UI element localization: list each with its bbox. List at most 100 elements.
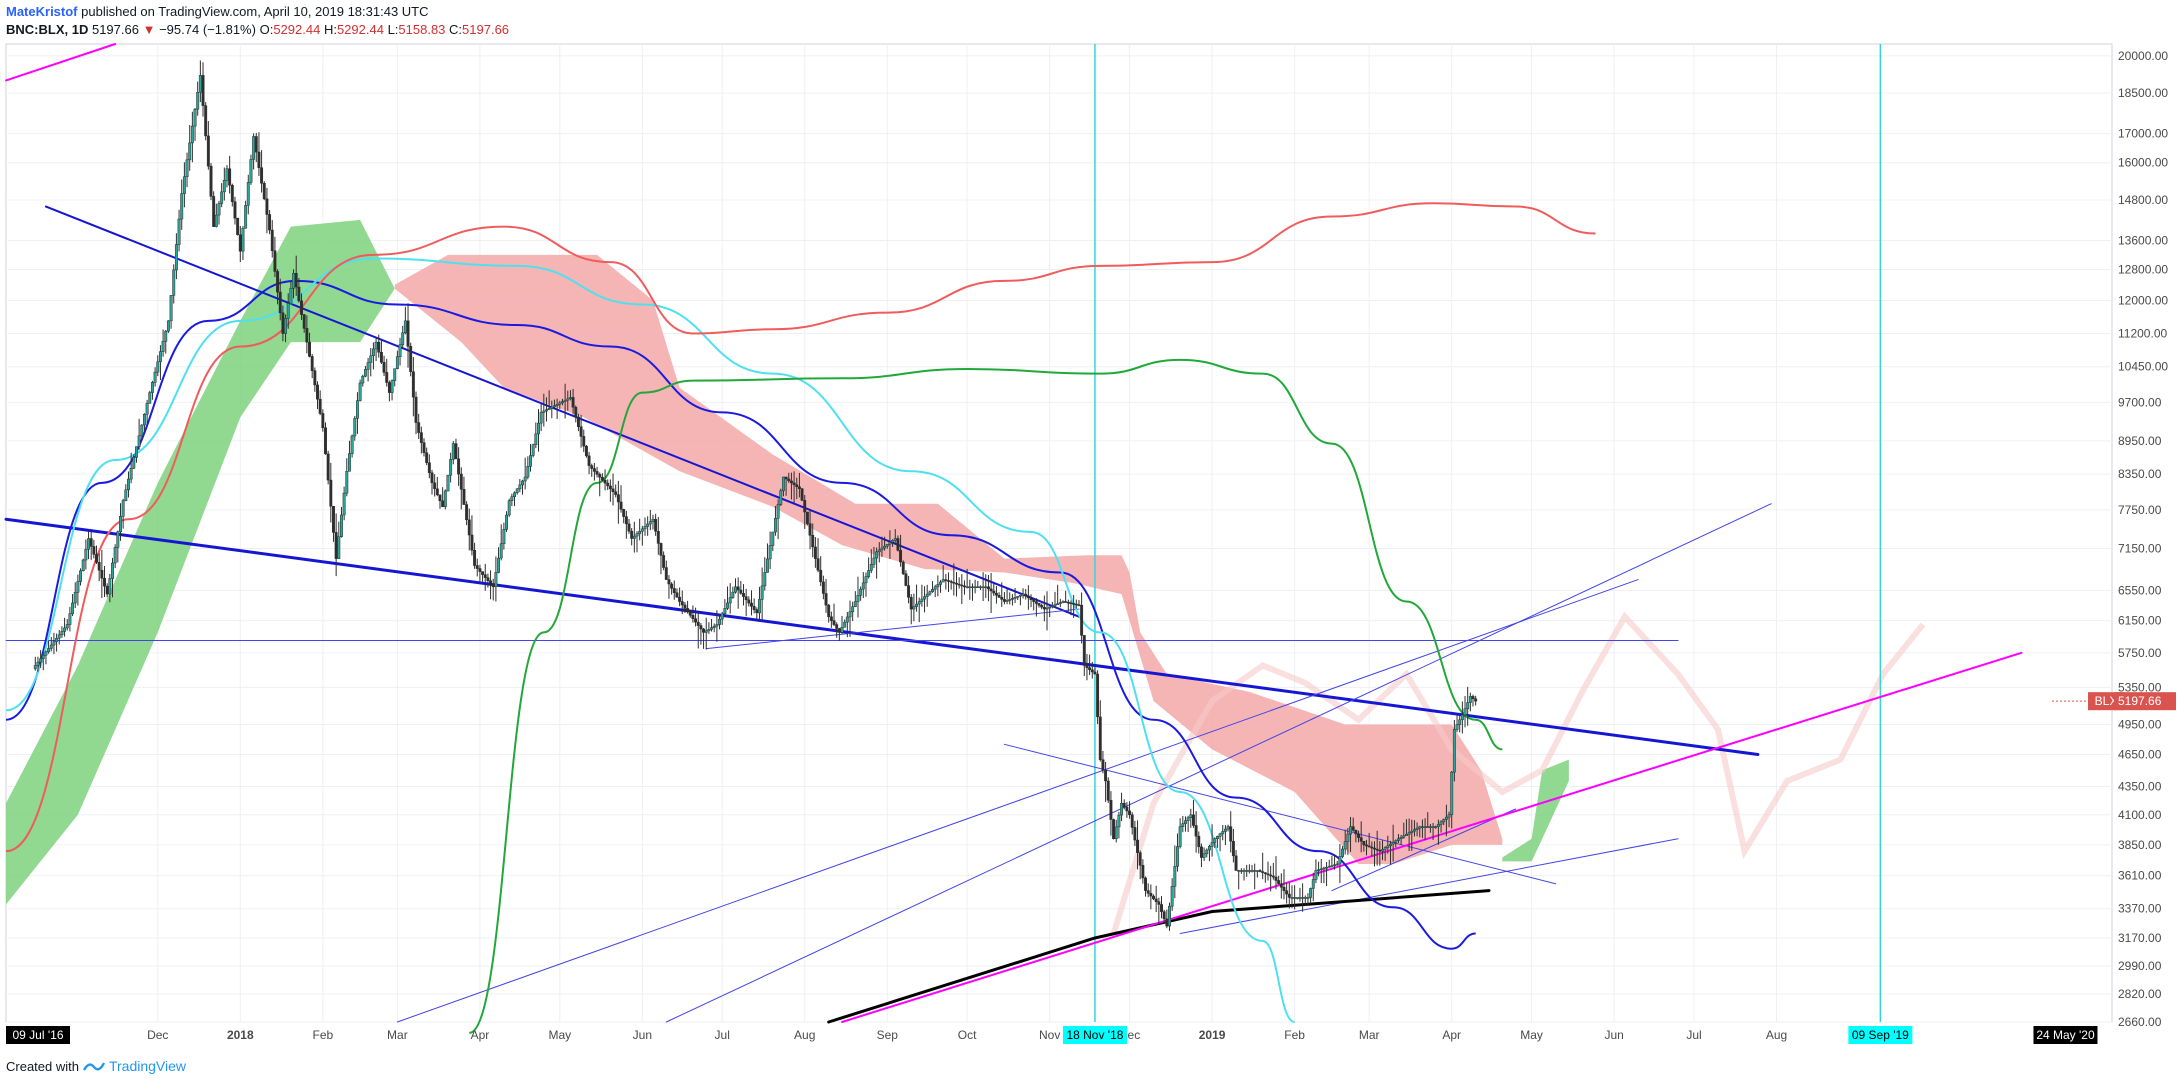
candle-up [1317, 869, 1321, 871]
candle [305, 315, 309, 354]
candle [518, 479, 522, 493]
candle-up [1338, 856, 1342, 865]
candle-up [632, 535, 636, 539]
candle [1341, 845, 1345, 859]
candle-up [1431, 826, 1435, 828]
candle [108, 573, 112, 603]
candle [712, 623, 716, 633]
candle [1434, 825, 1438, 829]
candle-up [888, 542, 892, 545]
candle [574, 405, 578, 423]
candle-up [1018, 594, 1022, 597]
candle [36, 656, 40, 672]
candle-up [142, 413, 146, 426]
candle [672, 580, 676, 600]
candle [411, 356, 415, 417]
candle [992, 583, 996, 597]
candle-down [1279, 883, 1283, 888]
candle [1234, 850, 1238, 871]
candle-up [39, 658, 43, 663]
time-tick-label: 2019 [1199, 1028, 1226, 1042]
candle [427, 454, 431, 479]
candle [1221, 824, 1225, 841]
candle-up [1418, 826, 1422, 829]
candle [723, 599, 727, 618]
candle-up [84, 549, 88, 561]
candle-up [393, 368, 397, 381]
candle [638, 518, 642, 541]
candle [1034, 598, 1038, 617]
candle [840, 616, 844, 635]
candle-up [545, 409, 548, 412]
candle [758, 586, 761, 622]
candle [95, 545, 98, 564]
candle-up [342, 492, 346, 516]
candle [1109, 791, 1113, 836]
candle-up [148, 392, 152, 404]
candle [361, 374, 365, 387]
candle [387, 380, 391, 402]
candle-up [350, 435, 354, 454]
candle [955, 572, 958, 597]
candle-up [1439, 821, 1443, 825]
candle-up [1394, 840, 1398, 843]
candle [113, 544, 117, 569]
candle-down [1138, 852, 1142, 866]
candle [1245, 864, 1249, 877]
candle-up [1176, 846, 1179, 867]
candle [726, 586, 729, 610]
candle [505, 511, 508, 533]
candle [1410, 819, 1414, 851]
price-tick-label: 17000.00 [2118, 127, 2168, 141]
candle [44, 650, 48, 665]
price-tick-label: 8350.00 [2118, 467, 2162, 481]
candle-down [321, 413, 325, 428]
candle-down [1271, 875, 1275, 878]
candle-up [1397, 838, 1400, 841]
candle-up [371, 348, 375, 357]
candle-up [880, 547, 884, 551]
candle [1226, 824, 1230, 832]
candle-down [803, 500, 807, 513]
candle-up [1242, 870, 1246, 872]
candle [622, 508, 626, 524]
candle-down [1002, 599, 1006, 602]
candle [843, 619, 847, 628]
candle-down [992, 590, 996, 594]
candle [1303, 895, 1307, 906]
candle [558, 400, 562, 409]
tradingview-link[interactable]: TradingView [108, 1058, 187, 1074]
candle-up [861, 582, 865, 590]
price-tick-label: 20000.00 [2118, 49, 2168, 63]
candle [1069, 600, 1073, 616]
price-chart[interactable]: 20000.00 18500.00 17000.00 16000.00 14800.00… [0, 0, 2184, 1050]
candle [1439, 820, 1443, 833]
price-tick-label: 18500.00 [2118, 86, 2168, 100]
trendline-1 [44, 205, 1080, 618]
candle [441, 487, 445, 508]
trendline-8 [1179, 838, 1679, 934]
candle [907, 575, 911, 604]
candle [63, 617, 67, 637]
author-link[interactable]: MateKristof [6, 4, 78, 19]
candle-down [268, 214, 272, 231]
candle-down [89, 538, 93, 547]
candle [230, 183, 234, 207]
candle [1077, 600, 1081, 607]
candle-up [190, 125, 194, 144]
candle [1287, 882, 1291, 909]
candle-down [294, 273, 298, 288]
candle [100, 549, 104, 599]
candle [1024, 589, 1028, 600]
candle-up [49, 644, 53, 649]
trendline-6 [665, 503, 1772, 1023]
candle [947, 572, 950, 593]
candle-down [308, 341, 311, 357]
candle [909, 594, 913, 625]
candle-up [150, 382, 154, 393]
candle [422, 438, 426, 457]
candle [1112, 818, 1116, 840]
candle-up [169, 295, 173, 322]
candle-down [233, 201, 237, 219]
down-arrow-icon: ▼ [142, 22, 156, 37]
